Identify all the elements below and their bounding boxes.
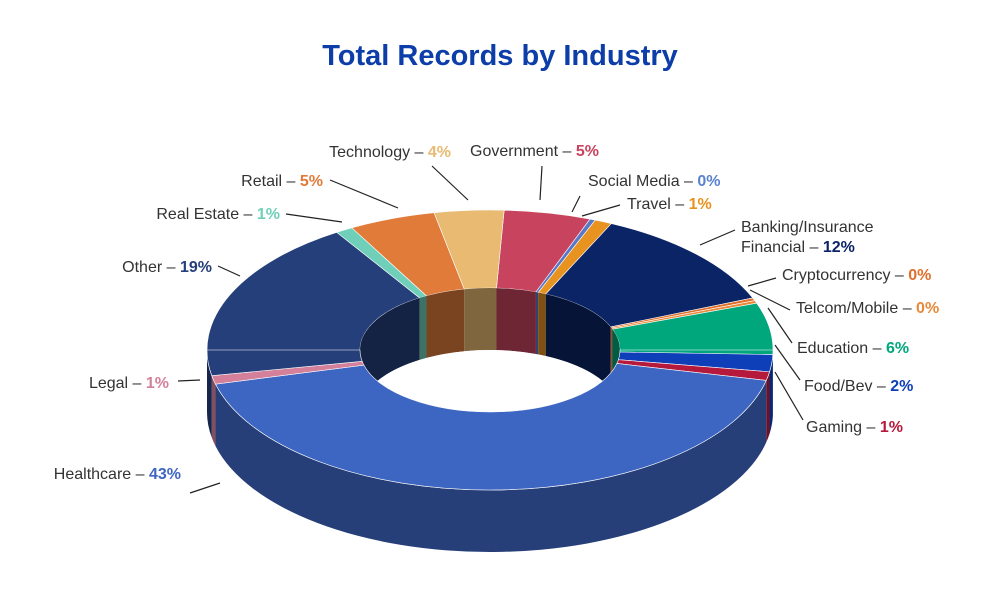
slice-label-percent: 0% <box>916 300 939 317</box>
slice-front-other[interactable] <box>206 349 363 376</box>
slice-label-name: Retail – <box>241 173 300 190</box>
leader-line-banking-insurance-financial <box>699 229 736 246</box>
inner-wall-technology <box>464 288 497 352</box>
slice-label-percent: 6% <box>886 340 909 357</box>
slice-label-banking-insurance-financial: Banking/Insurance Financial – 12% <box>741 219 874 256</box>
inner-wall-other <box>360 297 420 412</box>
leader-line-legal <box>177 379 201 382</box>
slice-label-percent: 19% <box>180 259 212 276</box>
slice-label-name: Cryptocurrency – <box>782 267 908 284</box>
leader-lines <box>177 165 804 494</box>
slice-label-travel: Travel – 1% <box>627 196 712 213</box>
slice-label-cryptocurrency: Cryptocurrency – 0% <box>782 267 931 284</box>
slice-label-social-media: Social Media – 0% <box>588 173 721 190</box>
slice-label-gaming: Gaming – 1% <box>806 419 903 436</box>
slice-front-healthcare[interactable] <box>215 363 767 491</box>
slice-label-name: Technology – <box>329 144 428 161</box>
slice-labels: Government – 5% Social Media – 0% Travel –… <box>54 143 939 483</box>
side-wall-healthcare <box>215 380 767 552</box>
slice-label-name: Telcom/Mobile – <box>796 300 916 317</box>
slice-label-healthcare: Healthcare – 43% <box>54 466 181 483</box>
slice-label-percent: 12% <box>823 239 855 256</box>
slice-label-name: Education – <box>797 340 886 357</box>
slice-label-legal: Legal – 1% <box>89 375 169 392</box>
slice-label-name: Social Media – <box>588 173 697 190</box>
side-wall-food-bev <box>769 354 773 434</box>
side-wall-legal <box>211 375 216 447</box>
inner-wall-banking-insurance-financial <box>545 293 611 389</box>
slice-label-food-bev: Food/Bev – 2% <box>804 378 913 395</box>
slice-label-technology: Technology – 4% <box>329 144 451 161</box>
leader-line-gaming <box>774 371 804 421</box>
inner-wall-government <box>496 288 536 355</box>
side-wall-other <box>207 350 212 438</box>
slice-label-name: Government – <box>470 143 576 160</box>
leader-line-other <box>217 265 241 277</box>
inner-wall-real-estate <box>419 295 427 360</box>
slice-label-name: Other – <box>122 259 180 276</box>
slice-label-percent: 1% <box>689 196 712 213</box>
leader-line-food-bev <box>774 344 801 381</box>
slice-label-name: Healthcare – <box>54 466 149 483</box>
slice-label-retail: Retail – 5% <box>241 173 323 190</box>
inner-wall-retail <box>426 289 465 358</box>
slice-label-percent: 43% <box>149 466 181 483</box>
leader-line-travel <box>581 204 621 217</box>
leader-line-technology <box>431 165 469 201</box>
slice-label-percent: 0% <box>908 267 931 284</box>
leader-line-real-estate <box>285 213 343 223</box>
leader-line-healthcare <box>189 482 221 494</box>
slice-label-education: Education – 6% <box>797 340 909 357</box>
inner-wall-travel <box>538 292 546 356</box>
leader-line-cryptocurrency <box>747 277 777 287</box>
leader-line-social-media <box>571 195 581 213</box>
slice-label-percent: 4% <box>428 144 451 161</box>
slice-label-name: Financial – <box>741 239 823 256</box>
leader-line-telcom-mobile <box>749 289 791 311</box>
slice-label-percent: 5% <box>576 143 599 160</box>
slice-label-name: Food/Bev – <box>804 378 890 395</box>
slice-label-name: Legal – <box>89 375 146 392</box>
slice-label-name: Real Estate – <box>156 206 257 223</box>
slice-label-other: Other – 19% <box>122 259 212 276</box>
inner-wall-social-media <box>535 292 539 355</box>
chart-title: Total Records by Industry <box>322 40 678 72</box>
slice-label-percent: 1% <box>880 419 903 436</box>
slice-label-percent: 1% <box>146 375 169 392</box>
slice-label-percent: 2% <box>890 378 913 395</box>
leader-line-education <box>767 307 793 344</box>
slice-label-percent: 5% <box>300 173 323 190</box>
slice-label-real-estate: Real Estate – 1% <box>156 206 280 223</box>
slice-label-name: Gaming – <box>806 419 880 436</box>
slice-label-percent: 0% <box>697 173 720 190</box>
leader-line-government <box>539 165 543 201</box>
slice-label-name: Travel – <box>627 196 689 213</box>
slice-label-government: Government – 5% <box>470 143 599 160</box>
leader-line-retail <box>329 179 399 209</box>
donut-hole <box>206 288 774 491</box>
slice-label-name: Banking/Insurance <box>741 219 874 236</box>
donut-side-walls <box>207 350 773 552</box>
side-wall-gaming <box>766 371 770 443</box>
slice-label-percent: 1% <box>257 206 280 223</box>
slice-label-telcom-mobile: Telcom/Mobile – 0% <box>796 300 939 317</box>
